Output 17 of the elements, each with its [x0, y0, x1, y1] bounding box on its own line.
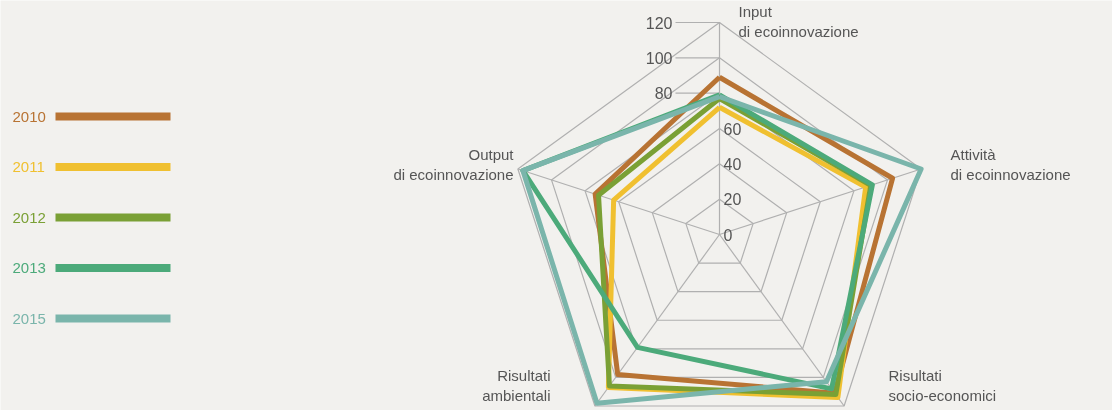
- y-tick-label: 60: [723, 120, 742, 138]
- text: 2015: [12, 309, 46, 327]
- y-tick-label: 40: [723, 155, 742, 173]
- text: 2010: [12, 107, 46, 125]
- y-tick-label: 20: [723, 191, 742, 209]
- spoke-label: Risultati socio-economici: [888, 366, 997, 404]
- y-tick-label: 0: [723, 226, 733, 244]
- text: 2013: [12, 259, 46, 276]
- y-tick-label: 100: [645, 49, 673, 67]
- spoke-label: Attività di ecoinnovazione: [950, 145, 1071, 183]
- text: 2012: [12, 208, 46, 226]
- spoke-label: Input di ecoinnovazione: [738, 2, 859, 40]
- y-tick-label: 80: [654, 85, 673, 103]
- spoke-label: Output di ecoinnovazione: [393, 145, 515, 183]
- text: 2011: [12, 158, 45, 175]
- spoke-label: Risultati ambientali: [482, 366, 551, 404]
- y-tick-label: 120: [645, 14, 673, 32]
